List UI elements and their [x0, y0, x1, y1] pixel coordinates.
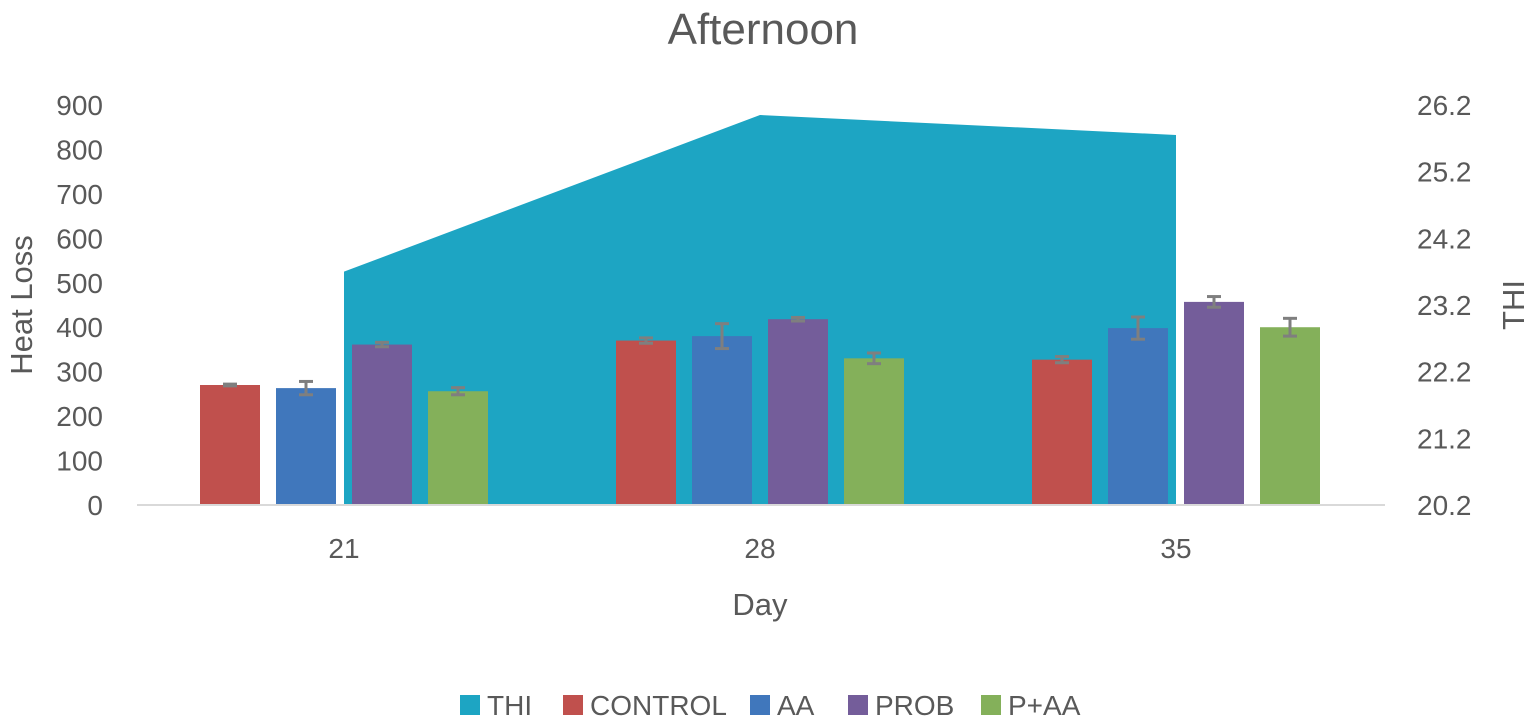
error-bar [639, 336, 653, 345]
legend-label: PROB [875, 690, 954, 721]
bar-control-28 [616, 340, 676, 505]
error-bar [867, 351, 881, 366]
legend-item-control: CONTROL [563, 690, 727, 721]
legend-item-prob: PROB [848, 690, 954, 721]
bar-prob-21 [352, 344, 412, 505]
error-bar [375, 340, 389, 349]
error-bar [299, 379, 313, 397]
thi-area [344, 115, 1176, 505]
x-axis-title: Day [732, 587, 788, 622]
error-bar [223, 382, 237, 388]
y-axis-title: Heat Loss [4, 235, 39, 375]
y2-axis-ticks: 20.2 21.2 22.2 23.2 24.2 25.2 26.2 [1417, 90, 1472, 521]
legend-label: CONTROL [590, 690, 727, 721]
bar-aa-21 [276, 388, 336, 505]
y2-tick-label: 26.2 [1417, 90, 1472, 121]
legend-item-thi: THI [460, 690, 532, 721]
y-tick-label: 900 [56, 90, 103, 121]
bars-layer [200, 295, 1320, 505]
y-axis-ticks: 0 100 200 300 400 500 600 700 800 900 [56, 90, 103, 521]
bar-p-aa-28 [844, 358, 904, 505]
y-tick-label: 700 [56, 179, 103, 210]
bar-p-aa-35 [1260, 327, 1320, 505]
chart-title: Afternoon [668, 5, 859, 54]
y-tick-label: 0 [87, 490, 103, 521]
bar-aa-35 [1108, 328, 1168, 505]
x-tick-label: 21 [328, 533, 359, 564]
y2-tick-label: 25.2 [1417, 157, 1472, 188]
legend-item-p-aa: P+AA [981, 690, 1081, 721]
legend-item-aa: AA [750, 690, 815, 721]
bar-aa-28 [692, 336, 752, 505]
error-bar [791, 315, 805, 323]
bar-control-35 [1032, 359, 1092, 505]
legend-swatch [563, 695, 583, 715]
x-tick-label: 35 [1160, 533, 1191, 564]
legend-label: P+AA [1008, 690, 1081, 721]
legend-label: AA [777, 690, 815, 721]
bar-prob-28 [768, 319, 828, 505]
legend-label: THI [487, 690, 532, 721]
y2-tick-label: 24.2 [1417, 223, 1472, 254]
y2-axis-title: THI [1496, 280, 1531, 330]
error-bar [1131, 315, 1145, 341]
bar-control-21 [200, 385, 260, 505]
bar-p-aa-21 [428, 391, 488, 505]
error-bar [1283, 316, 1297, 338]
y2-tick-label: 22.2 [1417, 357, 1472, 388]
legend-swatch [848, 695, 868, 715]
y-tick-label: 500 [56, 268, 103, 299]
y-tick-label: 600 [56, 223, 103, 254]
error-bar [1055, 355, 1069, 365]
legend-swatch [750, 695, 770, 715]
x-axis-ticks: 21 28 35 [328, 533, 1191, 564]
thi-area-layer [344, 115, 1176, 505]
error-bar [1207, 295, 1221, 309]
y2-tick-label: 23.2 [1417, 290, 1472, 321]
y2-tick-label: 20.2 [1417, 490, 1472, 521]
legend-swatch [981, 695, 1001, 715]
legend: THI CONTROL AA PROB P+AA [460, 690, 1081, 721]
y-tick-label: 800 [56, 134, 103, 165]
y-tick-label: 100 [56, 446, 103, 477]
y2-tick-label: 21.2 [1417, 423, 1472, 454]
x-tick-label: 28 [744, 533, 775, 564]
y-tick-label: 400 [56, 312, 103, 343]
bar-prob-35 [1184, 301, 1244, 505]
legend-swatch [460, 695, 480, 715]
y-tick-label: 200 [56, 401, 103, 432]
error-bar [715, 322, 729, 351]
error-bar [451, 386, 465, 397]
y-tick-label: 300 [56, 357, 103, 388]
